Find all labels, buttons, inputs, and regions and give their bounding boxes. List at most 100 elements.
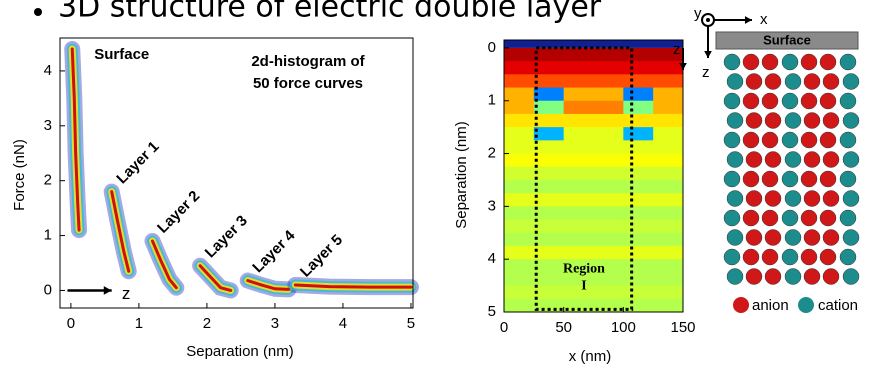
- series-label: Layer 2: [154, 188, 203, 237]
- region-label: I: [581, 279, 586, 294]
- heatmap-cell: [504, 100, 535, 115]
- ion: [803, 73, 821, 90]
- ion: [800, 53, 818, 71]
- direction-label: z: [122, 284, 131, 303]
- heatmap-cell: [563, 245, 594, 260]
- ion: [839, 53, 857, 71]
- ion: [822, 73, 840, 90]
- heatmap-cell: [623, 100, 654, 115]
- ion: [761, 92, 779, 110]
- heatmap-cell: [593, 140, 624, 155]
- heatmap-cell: [623, 219, 654, 234]
- ion: [842, 190, 860, 207]
- heatmap-cell: [563, 87, 594, 102]
- ion: [800, 170, 818, 188]
- x-tick-label: 4: [339, 315, 347, 332]
- heatmap-cell: [563, 127, 594, 141]
- heatmap-cell: [653, 272, 684, 287]
- ion: [761, 53, 779, 71]
- arrow-head: [744, 16, 752, 24]
- heatmap-cell: [623, 285, 654, 300]
- ion: [781, 53, 799, 71]
- series-label: Layer 5: [297, 231, 346, 280]
- ion: [839, 92, 857, 110]
- heatmap-cell: [653, 166, 684, 181]
- heatmap-cell: [623, 245, 654, 260]
- ion: [819, 209, 837, 227]
- heatmap-cell: [563, 100, 594, 115]
- ion: [819, 131, 837, 149]
- x-axis-label: Separation (nm): [186, 343, 294, 360]
- heatmap-cell: [563, 140, 594, 155]
- heatmap-cell: [533, 153, 565, 168]
- ion: [781, 209, 799, 227]
- heatmap-cell: [653, 153, 684, 168]
- heatmap-cell: [653, 140, 684, 155]
- heatmap-cell: [504, 245, 535, 260]
- heatmap-cell: [653, 232, 684, 247]
- ion: [784, 268, 802, 285]
- direction-label: z: [673, 41, 681, 58]
- heatmap-cell: [533, 140, 565, 155]
- series-label: Layer 3: [202, 212, 251, 261]
- ion: [819, 170, 837, 188]
- ion: [726, 268, 744, 285]
- y-tick-label: 1: [488, 92, 496, 109]
- ion: [742, 170, 760, 188]
- ion: [822, 112, 840, 129]
- heatmap-cell: [563, 272, 594, 287]
- heatmap-cell: [653, 74, 684, 89]
- heatmap-cell: [504, 206, 535, 221]
- ion: [784, 229, 802, 246]
- heatmap-cell: [533, 179, 565, 194]
- y-tick-label: 4: [488, 250, 496, 267]
- ion: [784, 151, 802, 168]
- heatmap-cell: [533, 206, 565, 221]
- ion: [745, 112, 763, 129]
- ion: [764, 190, 782, 207]
- heatmap-cell: [593, 166, 624, 181]
- heatmap-cell: [593, 219, 624, 234]
- y-tick-label: 0: [44, 281, 52, 298]
- x-tick-label: 50: [555, 319, 572, 336]
- region-box: [534, 46, 634, 311]
- ion: [723, 92, 741, 110]
- heatmap-cell: [653, 179, 684, 194]
- x-tick-label: 3: [271, 315, 279, 332]
- density-ridge: [293, 283, 413, 289]
- ion: [723, 248, 741, 266]
- ion: [761, 248, 779, 266]
- y-axis-label: Separation (nm): [453, 121, 470, 229]
- heatmap-cell: [653, 47, 684, 62]
- heatmap-cell: [533, 166, 565, 181]
- ion: [764, 229, 782, 246]
- heatmap-cell: [623, 127, 654, 141]
- heatmap-cell: [653, 61, 684, 75]
- ion: [761, 170, 779, 188]
- slide-title: 3D structure of electric double layer: [58, 0, 602, 25]
- heatmap-cell: [504, 232, 535, 247]
- surface-label: Surface: [763, 32, 811, 47]
- ion: [803, 151, 821, 168]
- ion: [803, 229, 821, 246]
- heatmap-cell: [593, 153, 624, 168]
- heatmap-cell: [623, 47, 654, 62]
- heatmap-cell: [593, 127, 624, 141]
- ion: [723, 170, 741, 188]
- legend-label: cation: [818, 297, 858, 314]
- ion: [745, 229, 763, 246]
- heatmap-cell: [653, 100, 684, 115]
- ion: [781, 170, 799, 188]
- heatmap-cell: [563, 193, 594, 207]
- series-label: Layer 4: [249, 227, 299, 277]
- ion: [842, 73, 860, 90]
- heatmap-cell: [653, 219, 684, 234]
- y-tick-label: 2: [488, 145, 496, 162]
- heatmap-cell: [504, 127, 535, 141]
- ion: [822, 229, 840, 246]
- heatmap-cell: [504, 87, 535, 102]
- ion: [742, 92, 760, 110]
- x-tick-label: 5: [407, 315, 415, 332]
- axis-label: z: [702, 64, 710, 81]
- heatmap-cell: [623, 87, 654, 102]
